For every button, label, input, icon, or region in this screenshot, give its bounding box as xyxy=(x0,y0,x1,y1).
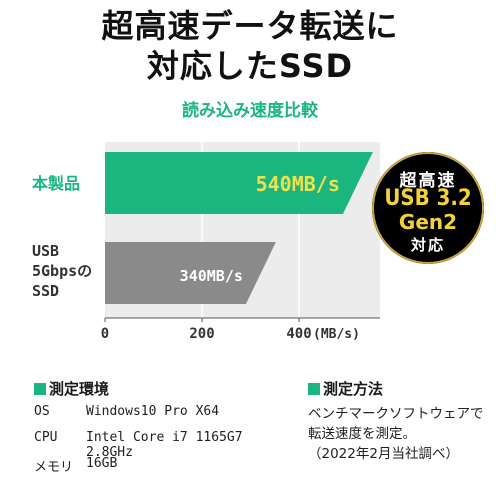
badge-line-4: 対応 xyxy=(410,236,445,254)
x-tick-label: 200 xyxy=(189,326,214,342)
chart-title: 読み込み速度比較 xyxy=(182,101,318,121)
spec-key: メモリ xyxy=(34,460,74,475)
usb-3-2-gen2-badge: 超高速 USB 3.2 Gen2 対応 xyxy=(372,152,484,264)
category-label-comparison: SSD xyxy=(32,282,59,300)
bar-comparison xyxy=(105,242,276,304)
badge-line-1: 超高速 xyxy=(399,171,457,191)
bar-value-label: 540MB/s xyxy=(256,172,340,196)
spec-value: 16GB xyxy=(86,456,118,471)
spec-row-os: OS Windows10 Pro X64 xyxy=(34,404,294,426)
badge-line-2: USB 3.2 xyxy=(384,186,472,211)
spec-value: Windows10 Pro X64 xyxy=(86,404,220,419)
method-line: （2022年2月当社調べ） xyxy=(308,446,459,462)
spec-key: OS xyxy=(34,404,50,419)
method-title: 測定方法 xyxy=(308,378,383,399)
badge-line-3: Gen2 xyxy=(398,210,458,234)
x-axis-unit: (MB/s) xyxy=(313,327,360,342)
bar-value-label: 340MB/s xyxy=(180,267,243,285)
category-label-comparison: USB xyxy=(32,242,59,260)
environment-title-text: 測定環境 xyxy=(49,380,110,398)
section-square-icon xyxy=(34,383,46,395)
x-tick-label: 0 xyxy=(101,326,109,342)
speed-comparison-chart: 540MB/s 340MB/s 0 200 400 (MB/s) 本製品 USB 5Gbpsの S… xyxy=(32,142,380,342)
spec-row-cpu: CPU Intel Core i7 1165G7 2.8GHz xyxy=(34,430,294,460)
headline-line-1: 超高速データ転送に xyxy=(101,7,399,45)
headline-line-2: 対応したSSD xyxy=(146,47,354,85)
category-label-product: 本製品 xyxy=(32,174,80,193)
method-line: 転送速度を測定。 xyxy=(308,426,416,442)
spec-key: CPU xyxy=(34,430,58,445)
bar-product xyxy=(105,152,373,214)
method-line: ベンチマークソフトウェアで xyxy=(308,406,484,422)
section-square-icon xyxy=(308,383,320,395)
x-tick-label: 400 xyxy=(286,326,311,342)
category-label-comparison: 5Gbpsの xyxy=(32,262,92,280)
method-title-text: 測定方法 xyxy=(323,380,384,398)
method-description: ベンチマークソフトウェアで 転送速度を測定。 （2022年2月当社調べ） xyxy=(308,404,498,464)
spec-row-memory: メモリ 16GB xyxy=(34,456,294,478)
spec-value: Intel Core i7 1165G7 2.8GHz xyxy=(86,430,243,460)
environment-title: 測定環境 xyxy=(34,378,109,399)
